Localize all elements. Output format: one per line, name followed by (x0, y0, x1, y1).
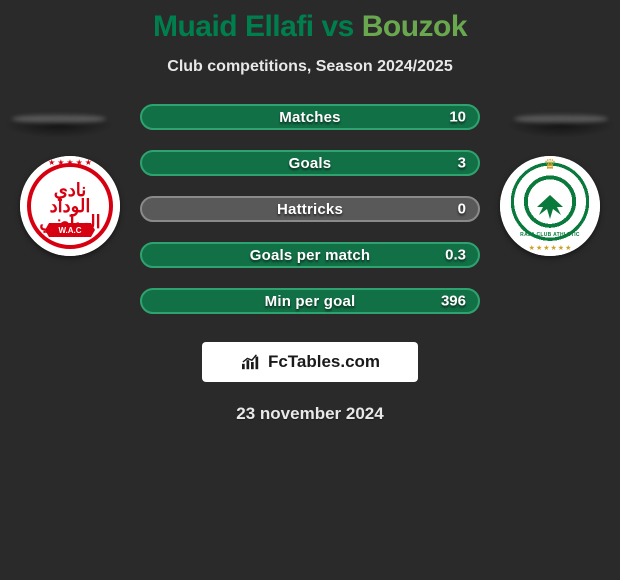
comparison-arena: ★★★★★ ناديالودادالرياضي W.A.C ♛ RAJA CLU… (0, 104, 620, 314)
stat-row: Min per goal 396 (140, 288, 480, 314)
player2-shadow (506, 112, 616, 138)
player2-club-crest: ♛ RAJA CLUB ATHLETIC ★★★★★★ (500, 156, 600, 256)
player2-name: Bouzok (362, 10, 467, 43)
stats-list: Matches 10 Goals 3 Hattricks 0 Goals per match… (140, 104, 480, 314)
player1-shadow (4, 112, 114, 138)
stat-value-right: 10 (449, 109, 466, 126)
player1-name: Muaid Ellafi (153, 10, 314, 43)
wydad-banner: W.A.C (45, 223, 95, 237)
subtitle: Club competitions, Season 2024/2025 (0, 58, 620, 76)
raja-crest-graphic: ♛ RAJA CLUB ATHLETIC ★★★★★★ (506, 162, 594, 250)
stat-row: Hattricks 0 (140, 196, 480, 222)
stat-label: Goals (289, 155, 332, 172)
stat-value-right: 0.3 (445, 247, 466, 264)
stat-value-right: 396 (441, 293, 466, 310)
credit-text: FcTables.com (268, 352, 380, 372)
stat-label: Goals per match (250, 247, 371, 264)
stat-value-right: 3 (458, 155, 466, 172)
player1-club-crest: ★★★★★ ناديالودادالرياضي W.A.C (20, 156, 120, 256)
wydad-stars: ★★★★★ (48, 158, 92, 167)
stat-label: Hattricks (277, 201, 343, 218)
date-text: 23 november 2024 (0, 404, 620, 424)
stat-label: Min per goal (265, 293, 356, 310)
stat-row: Goals 3 (140, 150, 480, 176)
wydad-crest-graphic: ★★★★★ ناديالودادالرياضي W.A.C (27, 163, 113, 249)
stat-value-right: 0 (458, 201, 466, 218)
comparison-title: Muaid Ellafi vs Bouzok (0, 0, 620, 44)
wydad-arabic-text: ناديالودادالرياضي (39, 182, 100, 231)
stat-row: Matches 10 (140, 104, 480, 130)
credit-badge: FcTables.com (202, 342, 418, 382)
raja-ring-text: RAJA CLUB ATHLETIC (506, 232, 594, 238)
raja-stars: ★★★★★★ (529, 244, 572, 252)
vs-text: vs (321, 10, 353, 43)
stat-row: Goals per match 0.3 (140, 242, 480, 268)
stat-label: Matches (279, 109, 340, 126)
raja-eagle-icon (529, 191, 571, 221)
raja-crown-icon: ♛ (544, 156, 557, 173)
bar-chart-icon (240, 353, 262, 371)
